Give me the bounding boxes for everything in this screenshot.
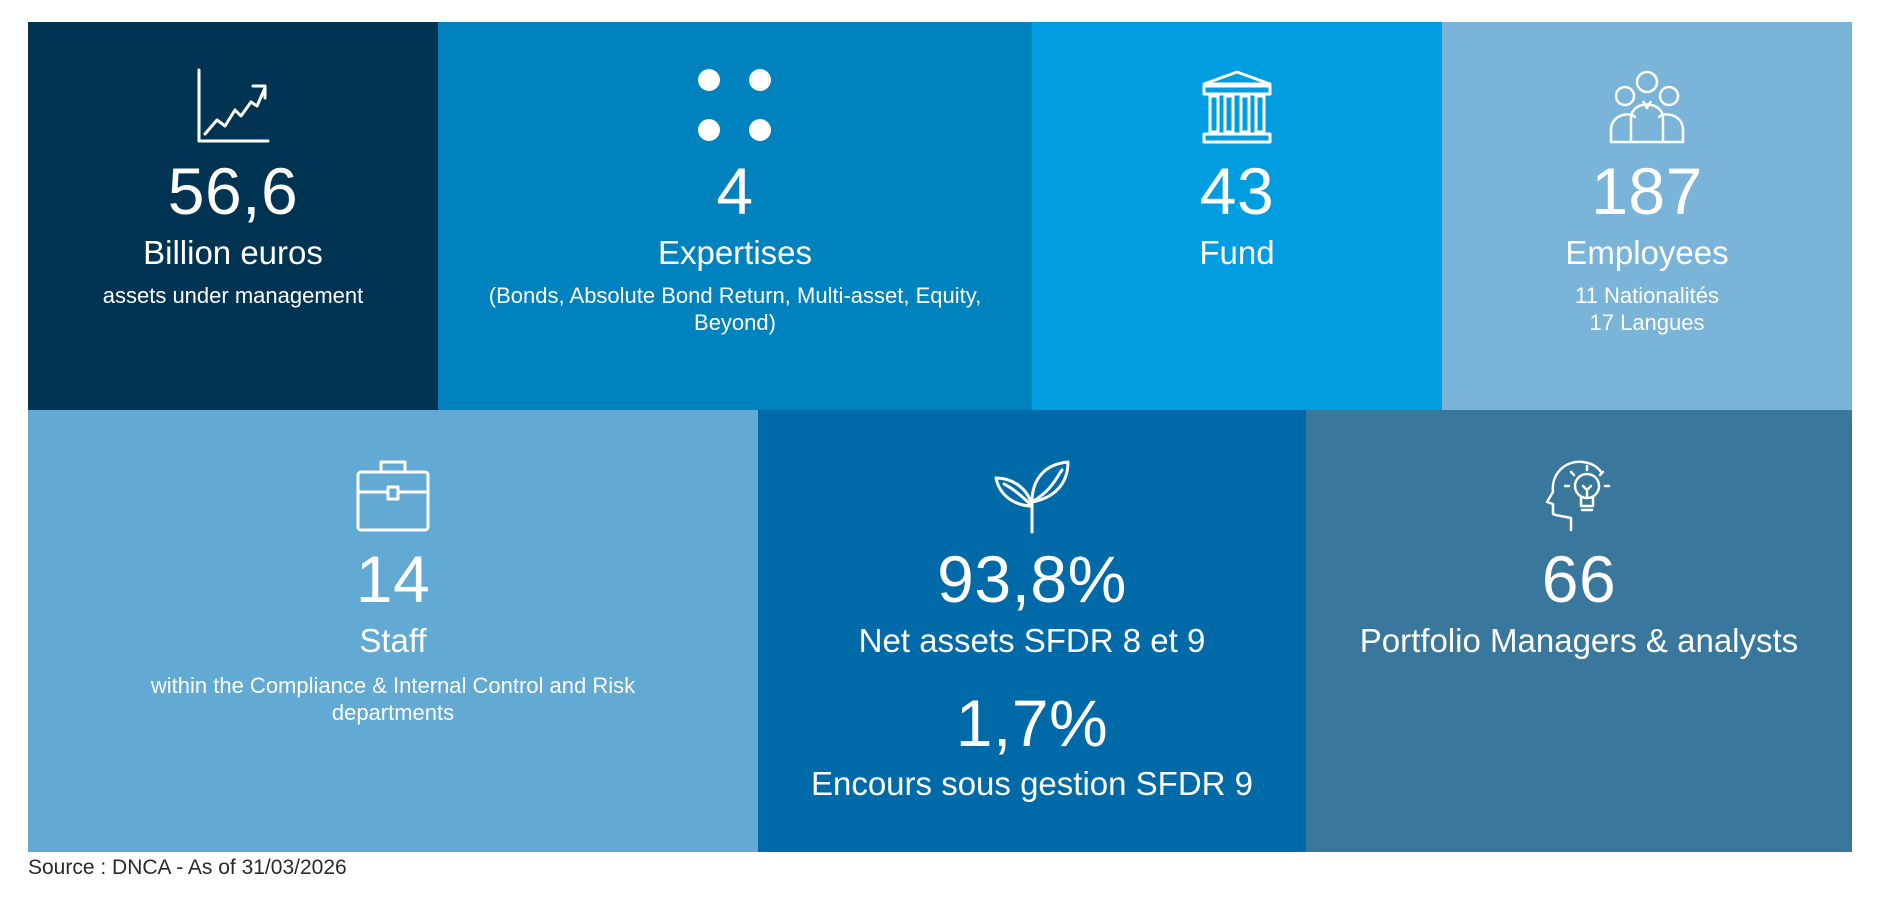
stat-label: Staff: [359, 622, 427, 659]
stat-tile-funds: 43 Fund: [1032, 22, 1442, 410]
stat-description: assets under management: [102, 283, 364, 308]
stat-value: 43: [1199, 154, 1275, 228]
four-dots-icon: [697, 68, 773, 144]
head-lightbulb-icon: [1541, 456, 1617, 532]
stat-value: 14: [355, 542, 431, 616]
stat-label: Portfolio Managers & analysts: [1359, 622, 1799, 659]
stat-description: within the Compliance & Internal Control…: [150, 673, 636, 725]
stat-tile-aum: 56,6 Billion euros assets under manageme…: [28, 22, 438, 410]
stat-label: Billion euros: [143, 234, 323, 271]
stat-description: (Bonds, Absolute Bond Return, Multi-asse…: [488, 283, 982, 335]
stat-value: 66: [1541, 542, 1617, 616]
stat-tile-portfolio-managers: 66 Portfolio Managers & analysts: [1306, 410, 1852, 852]
stat-label: Fund: [1199, 234, 1275, 271]
stat-value-secondary: 1,7%: [955, 686, 1109, 760]
briefcase-icon: [356, 458, 430, 532]
stat-label: Employees: [1565, 234, 1729, 271]
source-note: Source : DNCA - As of 31/03/2026: [28, 856, 347, 879]
stat-tile-expertises: 4 Expertises (Bonds, Absolute Bond Retur…: [438, 22, 1032, 410]
stat-description-line-2: 17 Langues: [1589, 310, 1705, 335]
people-group-icon: [1609, 68, 1685, 144]
bank-building-icon: [1200, 70, 1274, 144]
stat-tile-staff: 14 Staff within the Compliance & Interna…: [28, 410, 758, 852]
stat-value: 93,8%: [937, 542, 1127, 616]
stat-value: 56,6: [167, 154, 299, 228]
stat-description-line-1: 11 Nationalités: [1575, 283, 1719, 308]
stat-label: Expertises: [657, 234, 813, 271]
stat-label-secondary: Encours sous gestion SFDR 9: [810, 765, 1254, 802]
leaf-sprout-icon: [994, 458, 1070, 534]
chart-growth-icon: [195, 68, 271, 144]
stat-tile-employees: 187 Employees 11 Nationalités 17 Langues: [1442, 22, 1852, 410]
stat-label: Net assets SFDR 8 et 9: [858, 622, 1206, 659]
stat-value: 4: [716, 154, 754, 228]
stat-value: 187: [1591, 154, 1703, 228]
stat-tile-sfdr: 93,8% Net assets SFDR 8 et 9 1,7% Encour…: [758, 410, 1306, 852]
